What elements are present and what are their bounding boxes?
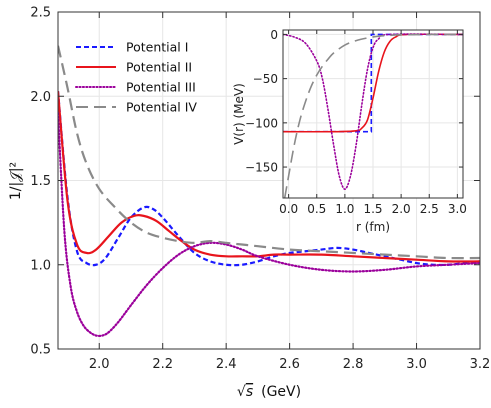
main-y-tick-label: 2.0 [30, 90, 51, 105]
inset-x-tick-label: 3.0 [448, 202, 467, 216]
inset-x-axis-title: r (fm) [356, 220, 390, 234]
inset-x-tick-label: 2.5 [420, 202, 439, 216]
main-series [58, 45, 480, 338]
main-x-tick-label: 3.0 [406, 357, 427, 372]
main-x-tick-label: 2.6 [279, 357, 300, 372]
inset-chart: 0.0 0.5 1.0 1.5 2.0 2.5 3.0 0 −50 −100 −150 r (fm)… [232, 28, 467, 234]
inset-y-tick-label: −100 [245, 116, 278, 130]
legend-item: Potential II [76, 60, 192, 75]
inset-x-tick-label: 2.0 [392, 202, 411, 216]
inset-series [283, 33, 463, 198]
main-x-tick-label: 2.0 [89, 357, 110, 372]
inset-ticks: 0.0 0.5 1.0 1.5 2.0 2.5 3.0 0 −50 −100 −150 [245, 28, 467, 216]
inset-x-tick-label: 0.0 [279, 202, 298, 216]
x-axis-title: √s (GeV) [237, 384, 301, 400]
inset-y-tick-label: 0 [270, 28, 278, 42]
main-x-tick-label: 2.8 [343, 357, 364, 372]
legend-label: Potential I [126, 40, 188, 55]
main-y-tick-label: 1.0 [30, 258, 51, 273]
x-axis-variable: s [246, 384, 253, 400]
legend-label: Potential II [126, 60, 192, 75]
main-series-line-3 [58, 112, 480, 338]
legend-label: Potential III [126, 80, 196, 95]
legend-item: Potential I [76, 40, 188, 55]
main-x-tick-label: 2.4 [216, 357, 237, 372]
y-axis-title: 1/|𝒥|² [8, 162, 24, 200]
legend-item: Potential IV [76, 100, 197, 115]
inset-series-line-2 [283, 33, 463, 133]
inset-x-tick-label: 1.5 [363, 202, 382, 216]
main-x-tick-label: 2.2 [152, 357, 173, 372]
inset-y-tick-label: −150 [245, 161, 278, 175]
main-ticks: 2.0 2.2 2.4 2.6 2.8 3.0 3.2 0.5 1.0 1.5 2.0 2.5 [30, 6, 490, 373]
main-series-line-2 [58, 91, 480, 263]
inset-grid [283, 30, 463, 198]
legend-label: Potential IV [126, 100, 197, 115]
inset-x-tick-label: 0.5 [307, 202, 326, 216]
inset-y-tick-label: −50 [253, 72, 278, 86]
inset-x-tick-label: 1.0 [335, 202, 354, 216]
main-y-tick-label: 1.5 [30, 174, 51, 189]
inset-y-axis-title: V(r) (MeV) [232, 83, 246, 145]
main-x-tick-label: 3.2 [470, 357, 491, 372]
inset-series-line-3 [283, 33, 463, 190]
main-y-tick-label: 0.5 [30, 343, 51, 358]
x-axis-unit: (GeV) [261, 384, 301, 400]
main-y-tick-label: 2.5 [30, 6, 51, 21]
main-series-line-4 [58, 45, 480, 260]
legend: Potential I Potential II Potential III Pote… [75, 40, 197, 115]
legend-item: Potential III [75, 80, 196, 95]
inset-series-line-4 [283, 33, 463, 198]
x-axis-radical: √ [237, 384, 246, 400]
